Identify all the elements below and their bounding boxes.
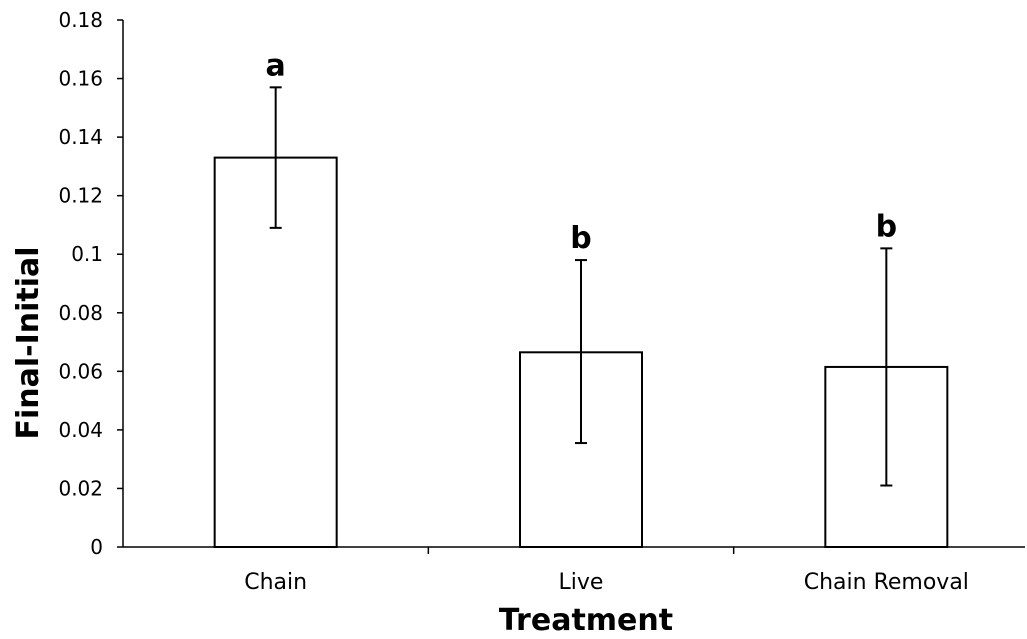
category-label: Chain Removal xyxy=(804,570,969,595)
y-tick-label: 0.06 xyxy=(58,359,103,383)
y-tick-label: 0.08 xyxy=(58,301,103,325)
significance-labels: a b b xyxy=(266,48,898,256)
significance-label: b xyxy=(876,209,897,244)
category-label: Chain xyxy=(244,570,307,595)
y-tick-label: 0.12 xyxy=(58,184,103,208)
category-label: Live xyxy=(559,570,604,595)
category-labels: Chain Live Chain Removal xyxy=(244,570,969,595)
y-axis-title: Final-Initial xyxy=(11,246,46,439)
y-tick-label: 0.16 xyxy=(58,67,103,91)
y-tick-label: 0.18 xyxy=(58,8,103,32)
y-tick-label: 0.02 xyxy=(58,476,103,500)
y-tick-label: 0.14 xyxy=(58,125,103,149)
y-tick-label: 0.04 xyxy=(58,418,103,442)
y-tick-label: 0 xyxy=(90,535,103,559)
y-tick-label: 0.1 xyxy=(71,242,103,266)
significance-label: a xyxy=(266,48,286,83)
y-ticks: 0 0.02 0.04 0.06 0.08 0.1 0.12 0.14 0.16 0.18 xyxy=(58,8,123,559)
error-bars xyxy=(269,86,893,487)
bars xyxy=(213,156,949,549)
x-axis-title: Treatment xyxy=(499,603,673,635)
significance-label: b xyxy=(570,221,591,256)
x-ticks xyxy=(427,547,735,554)
